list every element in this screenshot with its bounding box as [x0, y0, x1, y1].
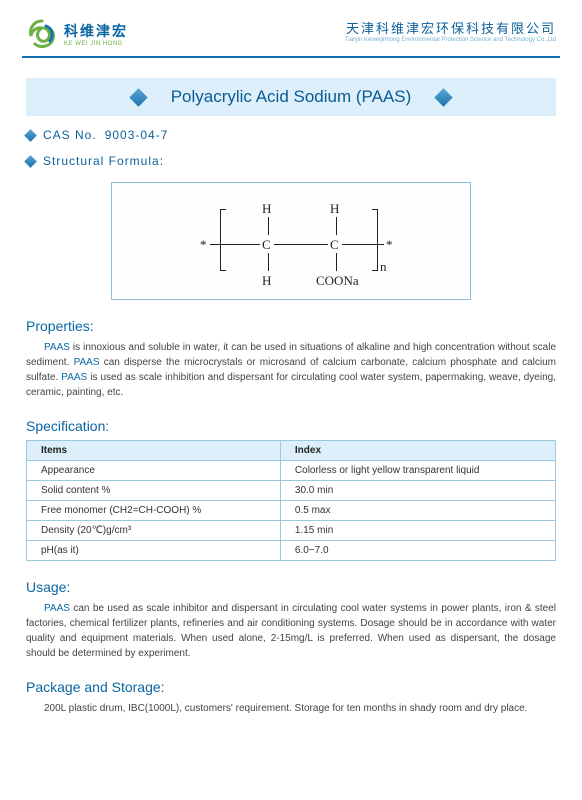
company-block: 天津科维津宏环保科技有限公司 Tianjin Keweijinhong Envi… — [345, 18, 556, 43]
table-cell: 1.15 min — [280, 521, 555, 541]
formula-bond — [336, 253, 337, 271]
table-cell: pH(as it) — [27, 541, 281, 561]
table-header: Index — [280, 441, 555, 461]
logo-text-cn: 科维津宏 — [64, 21, 128, 41]
formula-bond — [336, 217, 337, 235]
package-text: 200L plastic drum, IBC(1000L), customers… — [26, 701, 556, 716]
formula-bond — [268, 217, 269, 235]
formula-atom: H — [330, 201, 339, 217]
table-cell: Appearance — [27, 461, 281, 481]
table-cell: Solid content % — [27, 481, 281, 501]
logo-block: 科维津宏 KE WEI JIN HONG — [26, 18, 128, 50]
formula-atom: C — [262, 237, 271, 253]
table-cell: 6.0~7.0 — [280, 541, 555, 561]
structural-formula-box: H H * C C * H COONa n — [111, 182, 471, 300]
cas-label: CAS No. — [43, 128, 97, 142]
formula-atom: COONa — [316, 273, 359, 289]
usage-heading: Usage: — [26, 579, 556, 595]
cas-value: 9003-04-7 — [105, 128, 169, 142]
formula-bracket — [220, 209, 226, 271]
formula-bracket — [372, 209, 378, 271]
usage-text: PAAS can be used as scale inhibitor and … — [26, 601, 556, 661]
cas-row: CAS No. 9003-04-7 — [26, 128, 556, 142]
title-bar: Polyacrylic Acid Sodium (PAAS) — [26, 78, 556, 116]
formula-bond — [274, 244, 328, 245]
formula-bond — [268, 253, 269, 271]
package-heading: Package and Storage: — [26, 679, 556, 695]
content-area: Polyacrylic Acid Sodium (PAAS) CAS No. 9… — [0, 58, 582, 716]
formula-atom: n — [380, 259, 387, 275]
table-row: Density (20℃)g/cm³1.15 min — [27, 521, 556, 541]
table-cell: 0.5 max — [280, 501, 555, 521]
diamond-icon — [24, 155, 37, 168]
structural-label: Structural Formula: — [43, 154, 164, 168]
specification-table: ItemsIndex AppearanceColorless or light … — [26, 440, 556, 561]
diamond-icon — [129, 88, 147, 106]
table-cell: Free monomer (CH2=CH-COOH) % — [27, 501, 281, 521]
table-row: pH(as it)6.0~7.0 — [27, 541, 556, 561]
page-header: 科维津宏 KE WEI JIN HONG 天津科维津宏环保科技有限公司 Tian… — [0, 0, 582, 56]
table-cell: Colorless or light yellow transparent li… — [280, 461, 555, 481]
formula-atom: H — [262, 273, 271, 289]
table-row: AppearanceColorless or light yellow tran… — [27, 461, 556, 481]
table-cell: Density (20℃)g/cm³ — [27, 521, 281, 541]
logo-swirl-icon — [26, 18, 58, 50]
formula-atom: * — [386, 237, 393, 253]
table-row: Free monomer (CH2=CH-COOH) %0.5 max — [27, 501, 556, 521]
formula-atom: H — [262, 201, 271, 217]
table-cell: 30.0 min — [280, 481, 555, 501]
structural-row: Structural Formula: — [26, 154, 556, 168]
table-header: Items — [27, 441, 281, 461]
formula-atom: C — [330, 237, 339, 253]
logo-text-en: KE WEI JIN HONG — [64, 41, 128, 47]
specification-heading: Specification: — [26, 418, 556, 434]
page-title: Polyacrylic Acid Sodium (PAAS) — [171, 87, 412, 107]
company-name-en: Tianjin Keweijinhong Environmental Prote… — [345, 37, 556, 43]
formula-atom: * — [200, 237, 207, 253]
table-row: Solid content %30.0 min — [27, 481, 556, 501]
properties-heading: Properties: — [26, 318, 556, 334]
formula-bond — [210, 244, 260, 245]
properties-text: PAAS is innoxious and soluble in water, … — [26, 340, 556, 400]
diamond-icon — [435, 88, 453, 106]
company-name-cn: 天津科维津宏环保科技有限公司 — [345, 18, 556, 37]
diamond-icon — [24, 129, 37, 142]
